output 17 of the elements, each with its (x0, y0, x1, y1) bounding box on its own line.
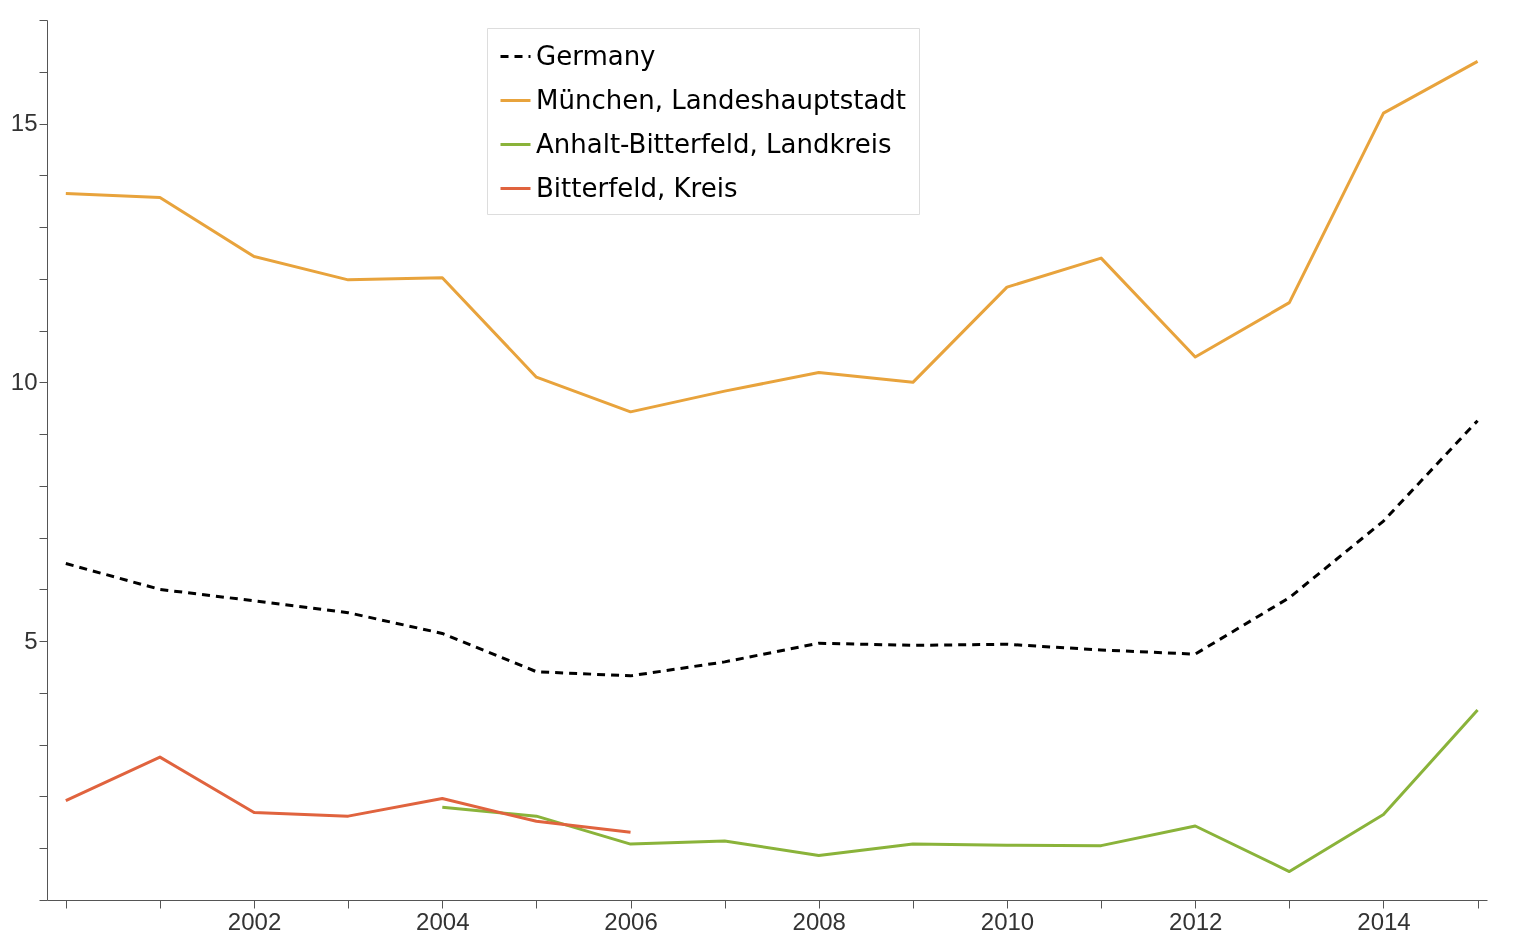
line-series (440, 708, 1480, 874)
legend-label: Germany (536, 40, 656, 71)
legend-label: Bitterfeld, Kreis (536, 172, 738, 203)
line-series (64, 755, 633, 834)
x-tick-label: 2008 (792, 907, 846, 935)
y-tick-label: 10 (10, 367, 38, 395)
x-tick-label: 2014 (1357, 907, 1411, 935)
y-tick-label: 15 (10, 109, 38, 137)
legend-label: München, Landeshauptstadt (536, 84, 907, 115)
y-tick-label: 5 (24, 626, 38, 654)
x-tick-label: 2002 (227, 907, 282, 935)
x-tick-label: 2004 (416, 907, 470, 935)
x-tick-label: 2012 (1169, 907, 1223, 935)
legend-label: Anhalt-Bitterfeld, Landkreis (536, 128, 892, 159)
line-series (64, 419, 1480, 678)
x-tick-label: 2006 (604, 907, 658, 935)
x-tick-label: 2010 (980, 907, 1035, 935)
